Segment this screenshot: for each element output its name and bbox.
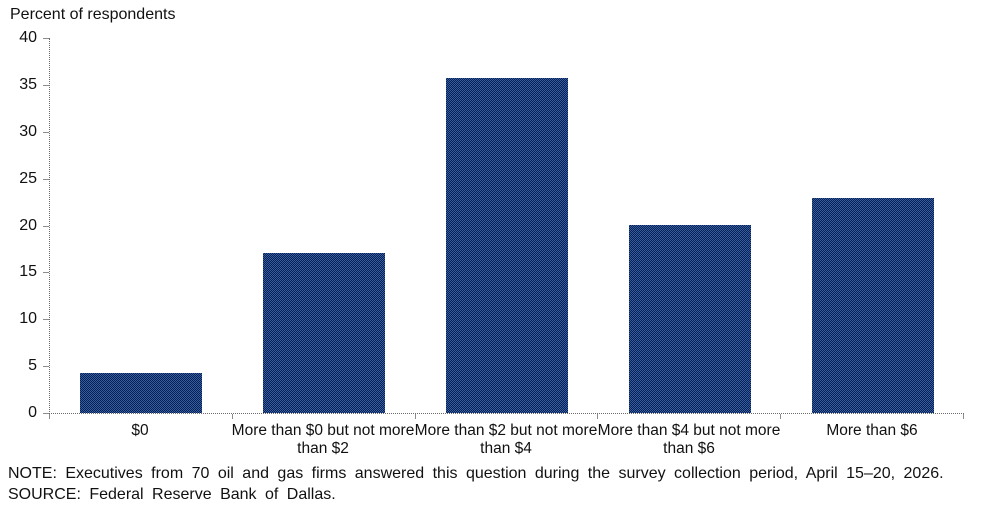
y-axis-tick-label: 0 — [28, 404, 37, 421]
bar-2 — [263, 253, 385, 413]
y-axis-tick-label: 5 — [28, 357, 37, 374]
bar-3 — [446, 78, 568, 413]
x-axis-category-label: More than $4 but not more than $6 — [597, 422, 781, 457]
x-axis-tick — [597, 414, 598, 419]
x-axis-tick — [780, 414, 781, 419]
y-axis-tick — [43, 319, 49, 320]
y-axis-tick-label: 30 — [19, 123, 37, 140]
source-text: SOURCE: Federal Reserve Bank of Dallas. — [8, 486, 336, 503]
y-axis-tick — [43, 272, 49, 273]
y-axis-tick-label: 40 — [19, 29, 37, 46]
x-axis-category-label: More than $2 but not more than $4 — [414, 422, 598, 457]
y-axis-tick — [43, 38, 49, 39]
bar-5 — [812, 198, 934, 413]
bar-1 — [80, 373, 202, 413]
bar-4 — [629, 225, 751, 413]
x-axis-category-label: $0 — [131, 422, 149, 439]
y-axis-tick-label: 35 — [19, 76, 37, 93]
x-axis-tick — [963, 414, 964, 419]
plot-area — [49, 38, 964, 414]
y-axis-tick — [43, 132, 49, 133]
footnotes: NOTE: Executives from 70 oil and gas fir… — [8, 463, 968, 505]
x-axis-tick — [49, 414, 50, 419]
y-axis-tick — [43, 413, 49, 414]
x-axis-tick — [415, 414, 416, 419]
y-axis-tick — [43, 226, 49, 227]
x-axis-category-label: More than $6 — [826, 422, 918, 439]
x-axis-category-label: More than $0 but not more than $2 — [231, 422, 415, 457]
y-axis-tick-label: 25 — [19, 170, 37, 187]
y-axis-title: Percent of respondents — [10, 6, 176, 23]
y-axis-tick-label: 15 — [19, 263, 37, 280]
y-axis-tick-label: 20 — [19, 217, 37, 234]
y-axis-tick — [43, 179, 49, 180]
y-axis-tick — [43, 366, 49, 367]
y-axis-tick-label: 10 — [19, 310, 37, 327]
note-text: NOTE: Executives from 70 oil and gas fir… — [8, 465, 944, 482]
x-axis-tick — [232, 414, 233, 419]
y-axis-tick — [43, 85, 49, 86]
